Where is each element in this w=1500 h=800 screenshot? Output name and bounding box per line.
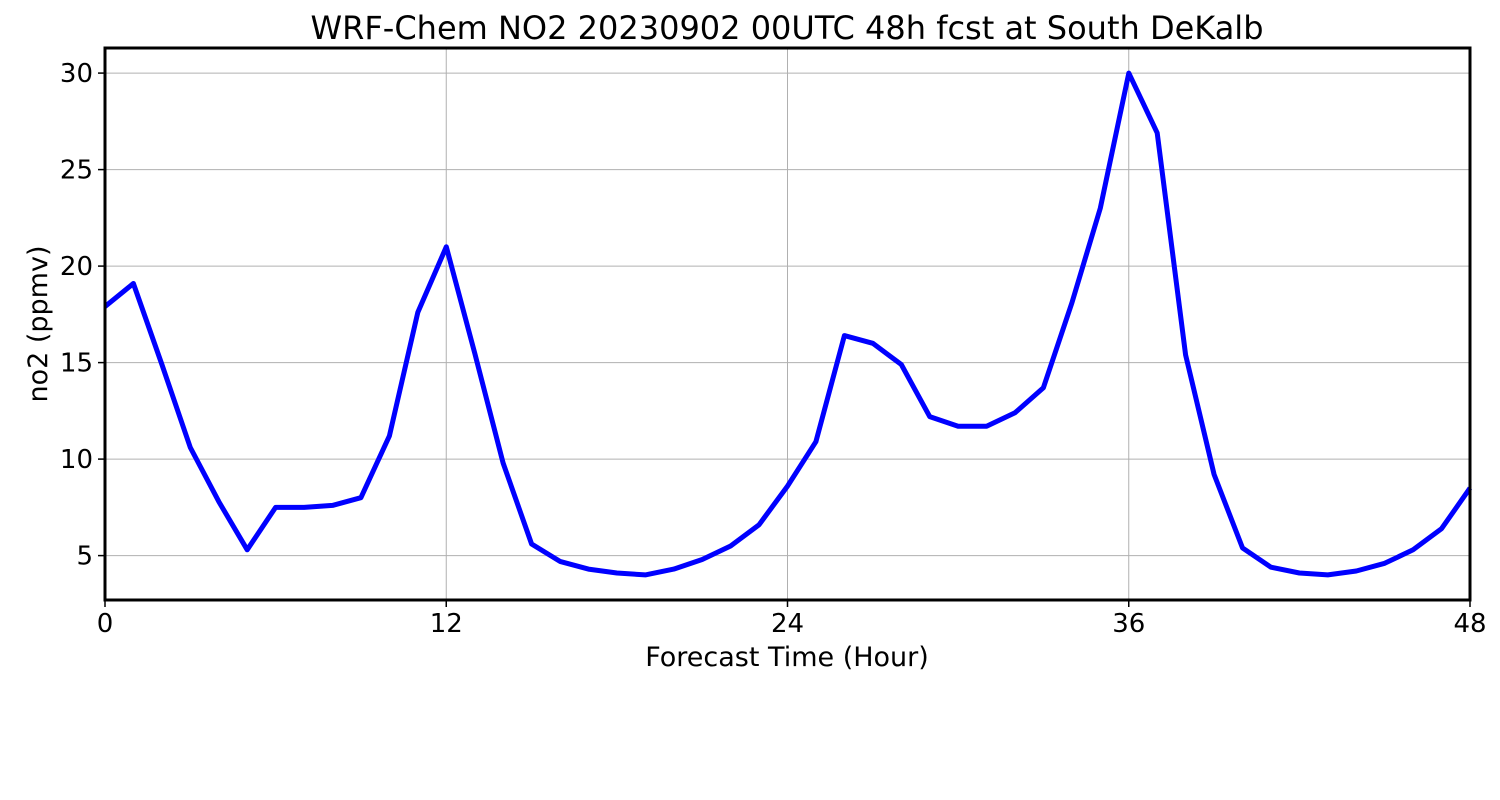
x-tick-label: 12 (430, 609, 463, 639)
series-layer (103, 70, 1473, 578)
y-tick-label: 20 (60, 252, 93, 282)
x-tick-label: 24 (771, 609, 804, 639)
x-tick-label: 48 (1453, 609, 1486, 639)
y-tick-label: 30 (60, 59, 93, 89)
y-tick-label: 25 (60, 156, 93, 186)
axis-ticks: 0 12 24 36 48 5 10 15 20 25 30 (60, 59, 1487, 639)
y-tick-label: 10 (60, 445, 93, 475)
y-tick-label: 15 (60, 349, 93, 379)
grid-lines (104, 48, 1471, 600)
series-line (103, 70, 1473, 578)
chart-title: WRF-Chem NO2 20230902 00UTC 48h fcst at … (311, 9, 1264, 47)
x-axis-label: Forecast Time (Hour) (645, 642, 929, 673)
y-axis-label: no2 (ppmv) (23, 245, 54, 402)
x-tick-label: 0 (97, 609, 114, 639)
y-tick-label: 5 (76, 542, 93, 572)
x-tick-label: 36 (1112, 609, 1145, 639)
